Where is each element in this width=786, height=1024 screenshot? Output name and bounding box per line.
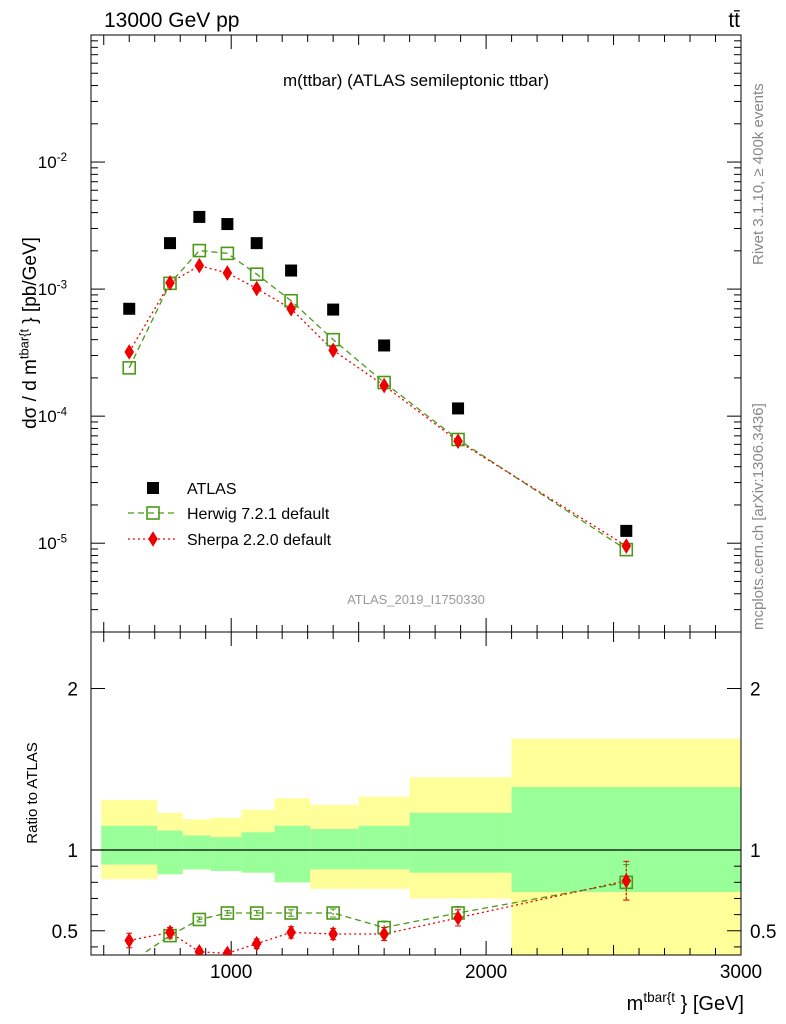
data-point — [621, 872, 632, 889]
data-point — [164, 237, 177, 250]
inner-band — [182, 835, 211, 870]
data-point — [251, 935, 262, 952]
data-point — [452, 402, 465, 415]
data-point — [328, 342, 338, 359]
data-point — [620, 524, 633, 537]
data-point — [147, 482, 159, 494]
inner-band — [210, 837, 242, 872]
main-y-axis-label: dσ / d mtbar{t } [pb/GeV] — [16, 237, 41, 429]
data-point — [123, 302, 136, 315]
series-line — [128, 264, 627, 547]
ratio-data-marks — [123, 860, 634, 969]
x-tick-label: 1000 — [210, 962, 252, 983]
data-point — [194, 257, 205, 274]
data-point — [328, 926, 338, 942]
data-point — [379, 377, 389, 394]
x-tick-label: 3000 — [720, 962, 762, 983]
data-point — [192, 912, 207, 927]
data-point — [194, 943, 205, 955]
data-point — [165, 924, 175, 941]
ratio-y-tick-label-right: 2 — [750, 680, 761, 701]
data-point — [251, 280, 262, 297]
data-point — [326, 906, 340, 920]
main-data-marks — [122, 210, 634, 557]
ratio-panel: Ratio to ATLAS mtbar{t } [GeV] 0.5 0.5 1 1 2… — [24, 631, 776, 1015]
y-tick-label: 10-2 — [38, 152, 67, 172]
data-point — [284, 906, 298, 920]
y-tick-label: 10-5 — [38, 533, 67, 553]
inner-band — [101, 825, 158, 865]
data-point — [250, 237, 263, 250]
legend-label: Herwig 7.2.1 default — [187, 506, 330, 523]
x-tick-label: 2000 — [465, 962, 507, 983]
data-point — [621, 538, 632, 554]
data-point — [285, 264, 298, 277]
data-point — [122, 361, 137, 375]
data-point — [222, 265, 233, 281]
data-point — [327, 303, 340, 316]
header-left: 13000 GeV pp — [104, 9, 239, 32]
data-point — [453, 433, 463, 450]
data-point — [249, 267, 264, 281]
data-point — [379, 926, 389, 942]
inner-band — [157, 830, 183, 875]
legend-label: ATLAS — [187, 481, 237, 498]
rivet-label: Rivet 3.1.10, ≥ 400k events — [750, 83, 767, 265]
ratio-y-tick-label: 0.5 — [52, 922, 78, 943]
data-point — [192, 243, 207, 258]
data-point — [146, 506, 160, 520]
data-point — [165, 275, 175, 291]
data-point — [124, 932, 135, 949]
series-line — [128, 249, 627, 551]
data-point — [286, 300, 296, 317]
watermark: ATLAS_2019_I1750330 — [347, 592, 485, 607]
x-axis-label: mtbar{t } [GeV] — [627, 990, 744, 1015]
y-tick-label: 10-3 — [38, 279, 67, 299]
data-point — [222, 945, 233, 955]
data-point — [220, 246, 235, 261]
y-tick-label: 10-4 — [38, 406, 68, 426]
inner-band — [310, 829, 359, 870]
data-point — [123, 957, 135, 969]
inner-band — [409, 812, 512, 873]
ratio-clipped-group — [123, 860, 634, 969]
ratio-uncertainty-bands — [91, 738, 741, 955]
data-point — [249, 906, 264, 920]
main-chart-title: m(ttbar) (ATLAS semileptonic ttbar) — [283, 71, 549, 90]
data-point — [286, 924, 296, 941]
ratio-y-tick-label-right: 0.5 — [750, 922, 776, 943]
data-point — [220, 906, 235, 920]
mcplots-label: mcplots.cern.ch [arXiv:1306.3436] — [750, 403, 767, 630]
data-point — [124, 344, 135, 360]
legend-label: Sherpa 2.2.0 default — [187, 532, 332, 549]
inner-band — [274, 825, 311, 883]
main-axis-ticks: 10-5 10-4 10-3 10-2 — [38, 34, 742, 633]
data-point — [193, 210, 206, 223]
header-right: tt̄ — [728, 9, 740, 32]
ratio-axis-ticks: 0.5 0.5 1 1 2 2 1000 2000 3000 — [52, 632, 776, 983]
data-point — [453, 910, 463, 926]
ratio-y-tick-label: 2 — [67, 680, 78, 701]
data-point — [378, 339, 391, 352]
legend: ATLAS Herwig 7.2.1 default Sherpa 2.2.0 de… — [128, 481, 332, 549]
inner-band — [358, 825, 410, 870]
data-point — [221, 218, 234, 231]
data-point — [148, 531, 158, 547]
ratio-series-line — [140, 881, 627, 955]
ratio-plot-frame — [90, 631, 742, 956]
inner-band — [241, 832, 275, 873]
main-panel: m(ttbar) (ATLAS semileptonic ttbar) dσ /… — [16, 34, 742, 633]
ratio-y-axis-label: Ratio to ATLAS — [24, 742, 41, 843]
ratio-y-tick-label: 1 — [67, 841, 78, 862]
ratio-y-tick-label-right: 1 — [750, 841, 761, 862]
